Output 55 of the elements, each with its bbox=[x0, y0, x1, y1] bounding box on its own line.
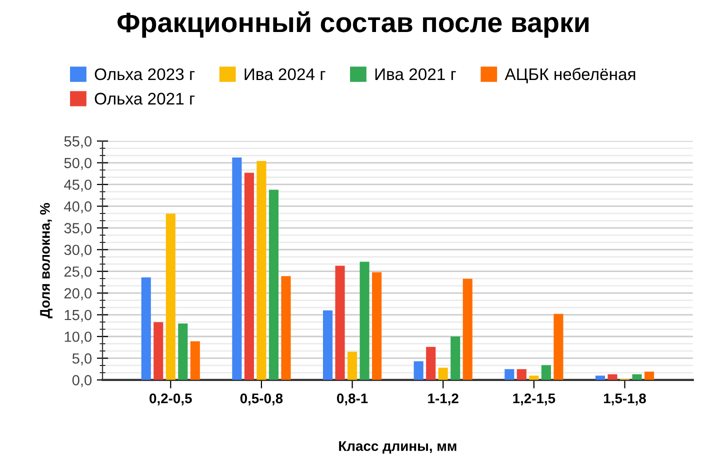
x-tick-label: 0,8-1 bbox=[337, 393, 368, 406]
bar bbox=[450, 336, 460, 380]
x-tick-label: 0,2-0,5 bbox=[150, 393, 192, 406]
bar bbox=[166, 214, 176, 380]
bar bbox=[190, 341, 200, 380]
x-tick-label: 1,2-1,5 bbox=[513, 393, 556, 406]
y-tick-label: 30,0 bbox=[64, 244, 92, 257]
bar bbox=[608, 374, 618, 380]
bar bbox=[141, 277, 151, 380]
bar bbox=[372, 272, 382, 380]
y-tick-label: 0,0 bbox=[72, 375, 92, 388]
legend-label: Ольха 2021 г bbox=[94, 92, 195, 105]
legend-label: Ива 2024 г bbox=[244, 68, 326, 80]
y-tick-label: 45,0 bbox=[64, 180, 92, 192]
chart-title: Фракционный состав после варки bbox=[118, 11, 589, 38]
y-tick-label: 15,0 bbox=[64, 310, 92, 322]
bar bbox=[335, 266, 345, 380]
bar bbox=[322, 310, 333, 380]
legend-label: Ива 2021 г bbox=[375, 68, 456, 80]
bar bbox=[154, 322, 164, 380]
bar bbox=[244, 172, 254, 380]
bar bbox=[232, 158, 242, 380]
bar bbox=[504, 369, 514, 380]
bar bbox=[529, 376, 539, 380]
bar bbox=[414, 361, 424, 380]
y-tick-label: 10,0 bbox=[64, 332, 92, 344]
bar bbox=[347, 352, 358, 380]
legend-label: Ольха 2023 г bbox=[94, 68, 195, 80]
bar bbox=[554, 314, 564, 380]
bar bbox=[268, 190, 278, 380]
x-tick-label: 1-1,2 bbox=[428, 393, 458, 406]
bar bbox=[632, 374, 642, 380]
x-tick-label: 0,5-0,8 bbox=[240, 393, 283, 406]
bar bbox=[281, 276, 291, 380]
y-tick-label: 35,0 bbox=[64, 223, 92, 236]
bar bbox=[438, 368, 448, 380]
y-tick-label: 25,0 bbox=[64, 266, 92, 278]
x-tick-label: 1,5-1,8 bbox=[604, 393, 646, 406]
bar bbox=[426, 346, 436, 380]
y-tick-label: 20,0 bbox=[64, 288, 92, 300]
bar bbox=[595, 376, 606, 380]
y-tick-label: 50,0 bbox=[64, 158, 92, 170]
legend-label: АЦБК небелёная bbox=[504, 68, 636, 84]
bar bbox=[644, 372, 654, 380]
bar bbox=[360, 262, 370, 380]
y-tick-label: 5,0 bbox=[72, 353, 92, 366]
bar bbox=[178, 323, 188, 380]
y-axis-title: Доля волокна, % bbox=[40, 202, 52, 318]
y-tick-label: 40,0 bbox=[64, 201, 92, 214]
y-tick-label: 55,0 bbox=[64, 136, 92, 148]
bar bbox=[541, 365, 551, 380]
bar bbox=[256, 161, 266, 380]
bar bbox=[516, 369, 526, 380]
x-axis-title: Класс длины, мм bbox=[339, 441, 456, 454]
bar bbox=[462, 278, 472, 380]
